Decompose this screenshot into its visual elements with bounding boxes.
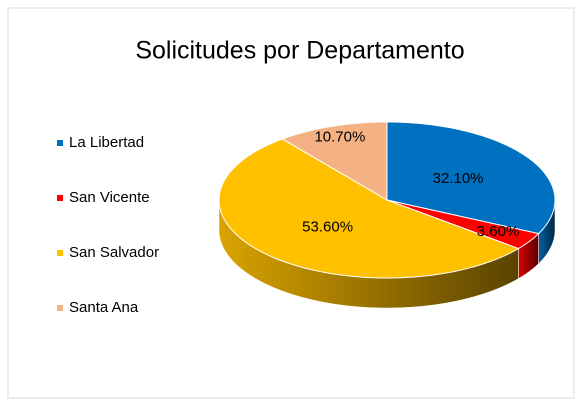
legend-label: San Vicente xyxy=(69,189,150,206)
legend-label: San Salvador xyxy=(69,244,159,261)
legend-swatch xyxy=(57,250,63,256)
legend-swatch xyxy=(57,195,63,201)
legend-label: La Libertad xyxy=(69,134,144,151)
slice xyxy=(218,138,520,279)
data-label: 3.60% xyxy=(477,223,520,240)
slice xyxy=(386,199,540,250)
slice xyxy=(386,121,556,235)
data-label: 10.70% xyxy=(314,128,365,145)
slice xyxy=(281,121,388,201)
chart-title: Solicitudes por Departamento xyxy=(135,37,464,65)
data-label: 32.10% xyxy=(433,170,484,187)
legend-label: Santa Ana xyxy=(69,299,139,316)
legend-swatch xyxy=(57,305,63,311)
legend-swatch xyxy=(57,140,63,146)
data-label: 53.60% xyxy=(302,219,353,236)
